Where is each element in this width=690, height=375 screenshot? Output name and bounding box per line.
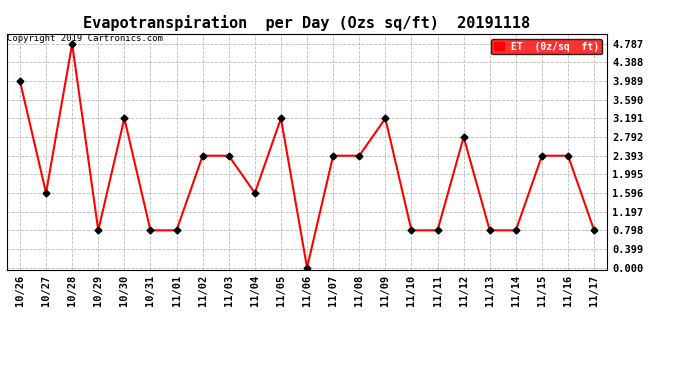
Text: Copyright 2019 Cartronics.com: Copyright 2019 Cartronics.com — [7, 34, 163, 43]
Title: Evapotranspiration  per Day (Ozs sq/ft)  20191118: Evapotranspiration per Day (Ozs sq/ft) 2… — [83, 15, 531, 31]
Legend: ET  (0z/sq  ft): ET (0z/sq ft) — [491, 39, 602, 54]
